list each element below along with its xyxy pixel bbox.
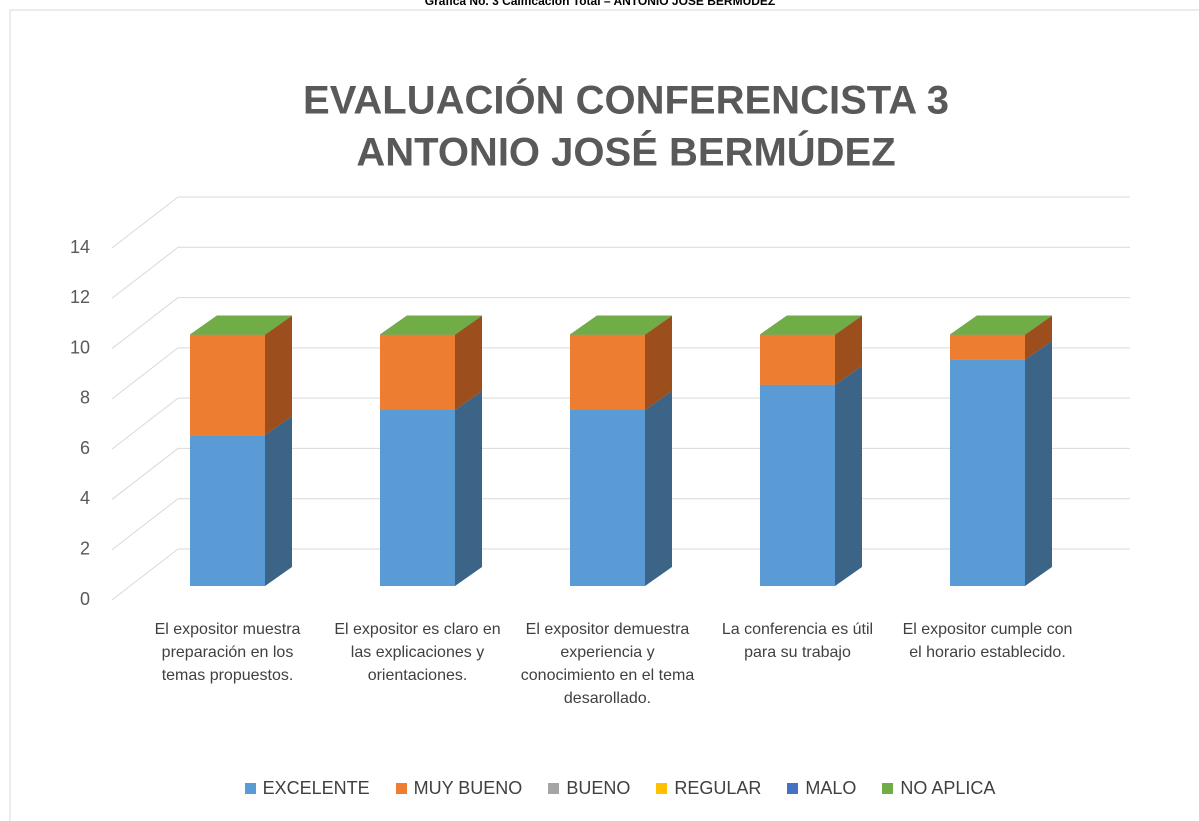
legend-item: NO APLICA [882, 778, 995, 799]
bar-top [190, 315, 292, 335]
y-tick-label: 8 [80, 388, 90, 408]
bar-side [835, 315, 862, 385]
legend-label: EXCELENTE [262, 778, 370, 798]
bar-side [1025, 315, 1052, 360]
bar-segment [950, 359, 1025, 586]
x-tick-label: La conferencia es útil para su trabajo [721, 621, 874, 661]
legend-item: BUENO [548, 778, 630, 799]
legend-swatch [882, 783, 894, 794]
y-tick-label: 0 [80, 589, 90, 609]
bar-side [265, 315, 292, 436]
grid-line [111, 246, 179, 299]
bar-top [760, 315, 862, 335]
x-tick-label: El expositor es claro en las explicacion… [334, 621, 501, 684]
chart-title: EVALUACIÓN CONFERENCISTA 3 [303, 77, 949, 123]
legend-swatch [395, 783, 407, 794]
bar-segment [760, 384, 835, 586]
bar-side [645, 315, 672, 410]
y-tick-label: 12 [70, 287, 90, 307]
legend-label: REGULAR [674, 778, 762, 798]
grid-line [111, 498, 179, 551]
legend: EXCELENTE MUY BUENO BUENO REGULAR MALO NO APL… [0, 778, 1199, 799]
y-tick-label: 10 [70, 337, 90, 357]
bar-segment [950, 334, 1025, 360]
grid-line [111, 397, 179, 450]
legend-swatch [244, 783, 256, 794]
bar-side [265, 416, 292, 586]
legend-item: EXCELENTE [244, 778, 370, 799]
bar-segment [190, 435, 265, 586]
legend-swatch [787, 783, 799, 794]
legend-item: MUY BUENO [395, 778, 523, 799]
bar-side [455, 391, 482, 586]
legend-item: REGULAR [656, 778, 761, 799]
grid-line [111, 196, 179, 249]
caption: Gráfica No. 3 Calificación Total – ANTON… [425, 0, 776, 8]
bar-segment [380, 410, 455, 586]
y-tick-label: 2 [80, 538, 90, 558]
grid-line [111, 448, 179, 500]
bar-side [645, 391, 672, 586]
grid-line [111, 548, 179, 601]
legend-swatch [656, 783, 668, 794]
x-tick-label: El expositor demuestra experiencia y con… [520, 621, 695, 707]
legend-item: MALO [787, 778, 856, 799]
y-tick-label: 6 [80, 438, 90, 458]
legend-swatch [548, 783, 560, 794]
legend-label: NO APLICA [900, 778, 996, 798]
bar-segment [570, 334, 645, 410]
bar-side [455, 315, 482, 410]
legend-label: MUY BUENO [413, 778, 523, 798]
bar-side [835, 365, 862, 586]
grid-line [111, 347, 179, 400]
bar-top [950, 315, 1052, 335]
bar-segment [380, 334, 455, 410]
x-tick-label: El expositor muestra preparación en los … [154, 621, 301, 684]
bar-top [380, 315, 482, 335]
legend-label: MALO [805, 778, 857, 798]
grid-line [111, 297, 179, 349]
chart-title: ANTONIO JOSÉ BERMÚDEZ [356, 129, 895, 175]
bar-segment [760, 334, 835, 385]
legend-label: BUENO [566, 778, 631, 798]
y-tick-label: 14 [70, 237, 90, 257]
bar-segment [190, 334, 265, 436]
bar-top [570, 315, 672, 335]
x-tick-label: El expositor cumple con el horario estab… [902, 621, 1073, 661]
bar-side [1025, 340, 1052, 586]
y-tick-label: 4 [80, 488, 90, 508]
chart-frame [9, 9, 1199, 821]
bar-segment [570, 410, 645, 586]
